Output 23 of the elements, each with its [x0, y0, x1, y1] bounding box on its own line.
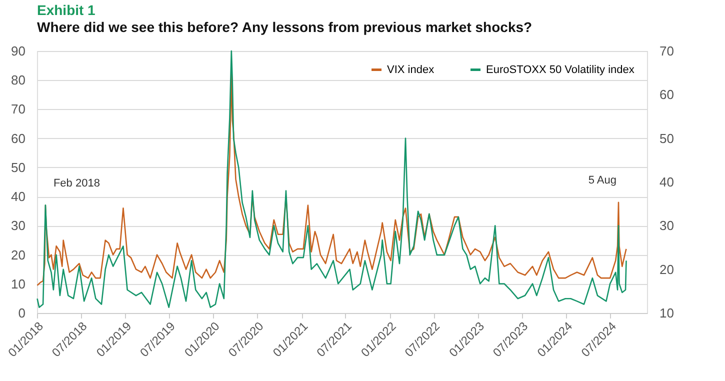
- y-tick-label: 70: [11, 102, 26, 117]
- y2-tick-label: 60: [660, 87, 674, 102]
- chart-subtitle: Where did we see this before? Any lessons from previous market shocks?: [37, 19, 532, 35]
- y2-tick-label: 10: [660, 306, 674, 320]
- chart-title: Exhibit 1: [37, 2, 96, 18]
- y-tick-label: 90: [11, 44, 26, 58]
- legend-label: VIX index: [387, 64, 435, 76]
- y2-tick-label: 20: [660, 262, 674, 277]
- y-tick-label: 50: [11, 160, 26, 175]
- y2-tick-label: 30: [660, 218, 674, 234]
- y-tick-label: 10: [11, 276, 26, 292]
- annotation: Feb 2018: [53, 177, 100, 190]
- y-tick-label: 40: [11, 189, 26, 204]
- legend-label: EuroSTOXX 50 Volatility index: [486, 64, 635, 76]
- y-tick-label: 60: [11, 130, 26, 146]
- y-tick-label: 80: [11, 72, 26, 88]
- y2-tick-label: 40: [660, 174, 674, 190]
- y2-tick-label: 70: [660, 44, 674, 58]
- y-tick-label: 20: [11, 247, 26, 262]
- y-tick-label: 0: [18, 306, 26, 320]
- annotation: 5 Aug: [588, 174, 617, 186]
- y2-tick-label: 50: [660, 130, 674, 146]
- y-tick-label: 30: [11, 218, 26, 234]
